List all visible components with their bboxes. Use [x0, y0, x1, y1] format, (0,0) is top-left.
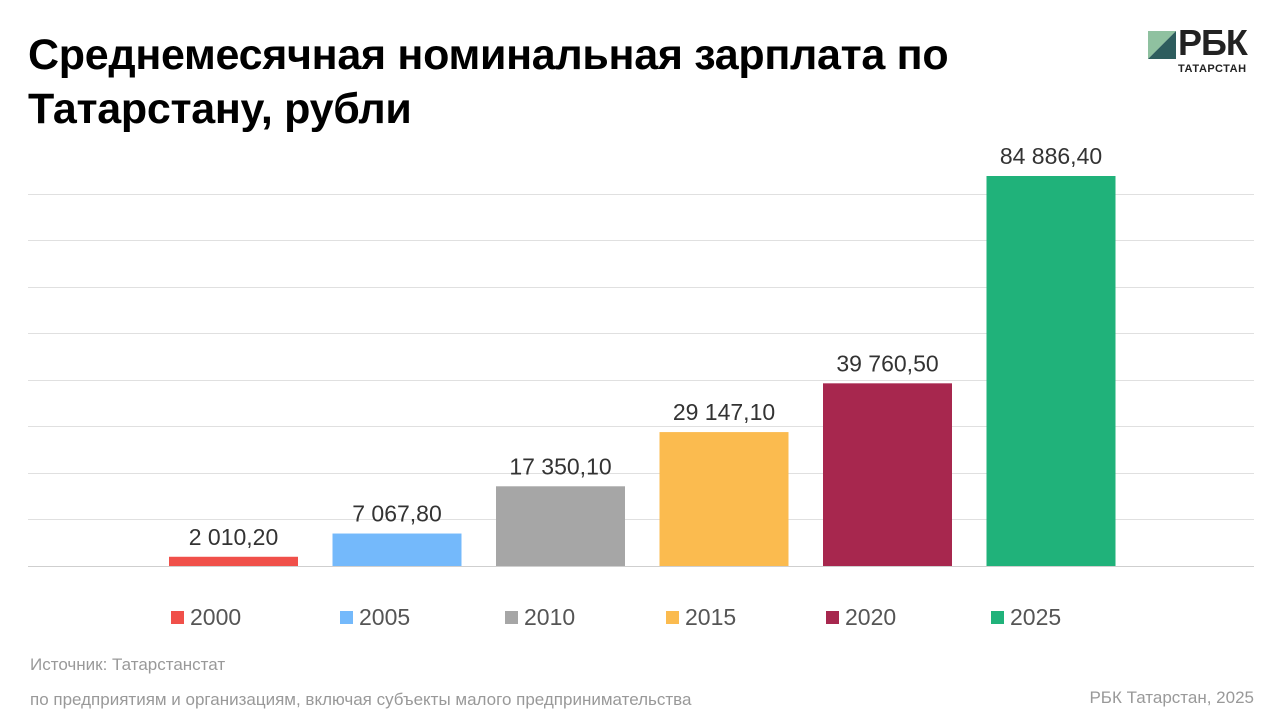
chart-title: Среднемесячная номинальная зарплата по Т…: [28, 31, 949, 133]
credit: РБК Татарстан, 2025: [1089, 688, 1254, 707]
legend-swatch: [991, 611, 1004, 624]
bar-2015: [659, 432, 789, 566]
legend-label: 2015: [685, 604, 737, 630]
legend-item-2025: 2025: [991, 604, 1061, 631]
legend-item-2010: 2010: [505, 604, 575, 631]
legend-item-2020: 2020: [826, 604, 896, 631]
data-label-2010: 17 350,10: [509, 453, 611, 479]
logo-subtext: ТАТАРСТАН: [1178, 63, 1247, 75]
legend-swatch: [171, 611, 184, 624]
data-label-2025: 84 886,40: [1000, 143, 1102, 169]
legend-item-2005: 2005: [340, 604, 410, 631]
legend-swatch: [505, 611, 518, 624]
legend-item-2015: 2015: [666, 604, 736, 631]
legend-label: 2010: [524, 604, 576, 630]
data-label-2020: 39 760,50: [836, 350, 938, 376]
data-label-2000: 2 010,20: [189, 524, 279, 550]
legend-swatch: [826, 611, 839, 624]
bar-2005: [332, 533, 462, 566]
legend-label: 2020: [845, 604, 897, 630]
legend-label: 2025: [1010, 604, 1062, 630]
legend: 2000 2005 2010 2015 2020 2025: [0, 604, 1280, 634]
data-label-2005: 7 067,80: [352, 501, 442, 527]
rbc-logo: РБК ТАТАРСТАН: [1148, 22, 1258, 78]
footnote: по предприятиям и организациям, включая …: [30, 690, 692, 709]
legend-label: 2005: [359, 604, 411, 630]
logo-mark-icon: [1148, 31, 1176, 59]
bar-2000: [169, 556, 298, 566]
legend-item-2000: 2000: [171, 604, 241, 631]
legend-swatch: [666, 611, 679, 624]
source-text: Источник: Татарстанстат: [30, 655, 226, 674]
legend-label: 2000: [190, 604, 242, 630]
logo-text: РБК: [1178, 22, 1248, 63]
bar-2010: [496, 486, 625, 566]
bar-2025: [986, 176, 1116, 566]
bar-2020: [823, 383, 952, 566]
data-label-2015: 29 147,10: [673, 399, 775, 425]
legend-swatch: [340, 611, 353, 624]
